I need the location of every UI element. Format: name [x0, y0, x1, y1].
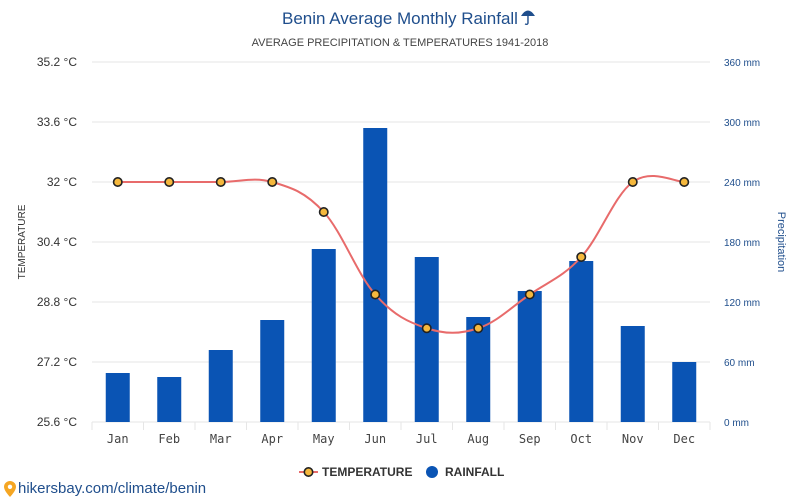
left-tick-label: 28.8 °C — [37, 295, 77, 309]
temperature-point — [112, 177, 123, 188]
rainfall-bars — [105, 128, 697, 422]
left-axis-title: TEMPERATURE — [17, 204, 28, 279]
rainfall-bar — [105, 373, 130, 422]
x-axis-ticks: Jan Feb Mar Apr May Jun Jul Aug Sep Oct Nov Dec — [107, 432, 695, 446]
temperature-point — [215, 177, 226, 188]
legend-temperature-marker — [303, 466, 314, 477]
left-tick-label: 25.6 °C — [37, 415, 77, 429]
chart-subtitle: AVERAGE PRECIPITATION & TEMPERATURES 194… — [252, 37, 549, 49]
legend-temperature-label: TEMPERATURE — [322, 465, 412, 479]
right-tick-label: 360 mm — [724, 58, 760, 69]
left-axis-ticks: 25.6 °C 27.2 °C 28.8 °C 30.4 °C 32 °C 33.6 °C… — [37, 55, 77, 429]
left-tick-label: 35.2 °C — [37, 55, 77, 69]
temperature-point — [576, 252, 587, 263]
temperature-series-line — [117, 175, 685, 334]
temperature-point — [627, 177, 638, 188]
x-tick-label: Feb — [158, 432, 180, 446]
x-tick-label: Jan — [107, 432, 129, 446]
temperature-point — [267, 177, 278, 188]
location-pin-icon — [4, 480, 16, 497]
right-tick-label: 300 mm — [724, 118, 760, 129]
temperature-point — [318, 207, 329, 218]
x-tick-label: Dec — [673, 432, 695, 446]
source-link[interactable]: hikersbay.com/climate/benin — [4, 480, 206, 497]
grid-lines — [91, 61, 711, 430]
legend[interactable]: TEMPERATURE RAINFALL — [299, 465, 504, 479]
temperature-point — [164, 177, 175, 188]
left-tick-label: 32 °C — [47, 175, 77, 189]
left-tick-label: 33.6 °C — [37, 115, 77, 129]
rainfall-bar — [517, 291, 542, 422]
x-tick-label: Aug — [467, 432, 489, 446]
right-tick-label: 0 mm — [724, 418, 749, 429]
temperature-point — [421, 323, 432, 334]
right-tick-label: 120 mm — [724, 298, 760, 309]
temperature-point — [473, 323, 484, 334]
x-tick-label: Mar — [210, 432, 232, 446]
rainfall-bar — [466, 317, 491, 422]
x-tick-label: May — [313, 432, 335, 446]
x-tick-label: Oct — [570, 432, 592, 446]
temperature-point — [524, 289, 535, 300]
temperature-line — [112, 175, 690, 334]
temperature-point — [679, 177, 690, 188]
rainfall-bar — [157, 377, 182, 422]
rainfall-bar — [208, 350, 233, 422]
right-tick-label: 180 mm — [724, 238, 760, 249]
x-tick-label: Nov — [622, 432, 644, 446]
right-tick-label: 240 mm — [724, 178, 760, 189]
rainfall-bar — [414, 257, 439, 422]
umbrella-icon — [520, 10, 535, 26]
legend-rainfall-label: RAINFALL — [445, 465, 504, 479]
temperature-point — [370, 289, 381, 300]
right-tick-label: 60 mm — [724, 358, 755, 369]
umbrella-handle — [524, 16, 529, 26]
x-tick-label: Jun — [364, 432, 386, 446]
left-tick-label: 27.2 °C — [37, 355, 77, 369]
rainfall-bar — [363, 128, 388, 422]
right-axis-ticks: 0 mm 60 mm 120 mm 180 mm 240 mm 300 mm 360 mm — [724, 58, 760, 429]
source-text: hikersbay.com/climate/benin — [18, 480, 207, 497]
umbrella-canopy — [520, 10, 535, 16]
rainfall-bar — [311, 249, 336, 422]
left-tick-label: 30.4 °C — [37, 235, 77, 249]
legend-rainfall-marker — [426, 466, 438, 478]
rainfall-bar — [672, 362, 697, 422]
rainfall-bar — [620, 326, 645, 422]
x-tick-label: Sep — [519, 432, 541, 446]
rainfall-bar — [569, 261, 594, 422]
rainfall-bar — [260, 320, 285, 422]
x-tick-label: Apr — [261, 432, 283, 446]
chart-title: Benin Average Monthly Rainfall — [282, 9, 518, 28]
right-axis-title: Precipitation — [775, 212, 787, 273]
x-tick-label: Jul — [416, 432, 438, 446]
